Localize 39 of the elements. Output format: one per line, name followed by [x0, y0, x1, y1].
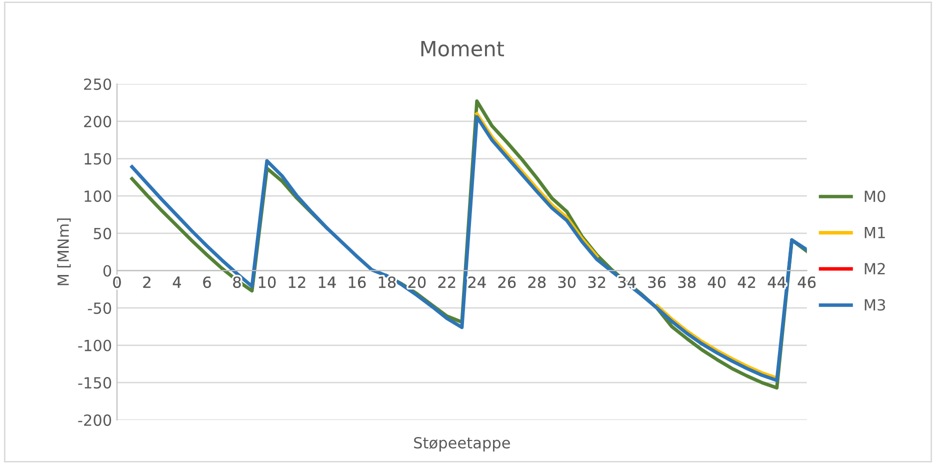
x-tick-label: 24 [468, 276, 486, 288]
x-tick-label: 38 [678, 276, 696, 288]
y-tick-label: 0 [103, 265, 112, 277]
y-tick-label: 200 [84, 116, 112, 128]
x-tick-label: 42 [738, 276, 756, 288]
x-tick-label: 40 [708, 276, 726, 288]
x-tick-label: 10 [258, 276, 276, 288]
x-tick-label: 4 [172, 276, 181, 288]
x-tick-label: 36 [648, 276, 666, 288]
x-tick-label: 30 [558, 276, 576, 288]
x-tick-label: 46 [798, 276, 816, 288]
y-tick-label: 100 [84, 190, 112, 202]
y-tick-label: -100 [78, 340, 112, 352]
x-tick-label: 28 [528, 276, 546, 288]
x-tick-label: 32 [588, 276, 606, 288]
y-tick-label: 50 [94, 228, 112, 240]
legend-label: M2 [864, 262, 885, 274]
legend-label: M1 [864, 226, 885, 238]
x-tick-label: 6 [203, 276, 211, 288]
y-tick-label: 150 [84, 153, 112, 165]
y-tick-label: -50 [88, 302, 112, 314]
x-tick-label: 12 [288, 276, 306, 288]
y-tick-label: -200 [78, 414, 112, 426]
x-tick-label: 0 [113, 276, 121, 288]
y-axis-title: M [MNm] [57, 218, 71, 286]
x-tick-label: 2 [143, 276, 150, 288]
x-tick-label: 44 [768, 276, 786, 288]
chart-title: Moment [421, 41, 504, 56]
y-tick-label: -150 [78, 377, 112, 389]
x-tick-label: 16 [348, 276, 366, 288]
x-tick-label: 18 [378, 276, 396, 288]
legend-label: M0 [864, 190, 886, 202]
legend-label: M3 [864, 299, 886, 311]
x-tick-label: 26 [498, 276, 516, 288]
x-axis-title: Støpeetappe [414, 436, 510, 452]
x-tick-label: 14 [318, 276, 336, 288]
x-tick-label: 22 [438, 276, 456, 288]
y-tick-label: 250 [84, 78, 112, 90]
x-tick-label: 20 [408, 276, 426, 288]
